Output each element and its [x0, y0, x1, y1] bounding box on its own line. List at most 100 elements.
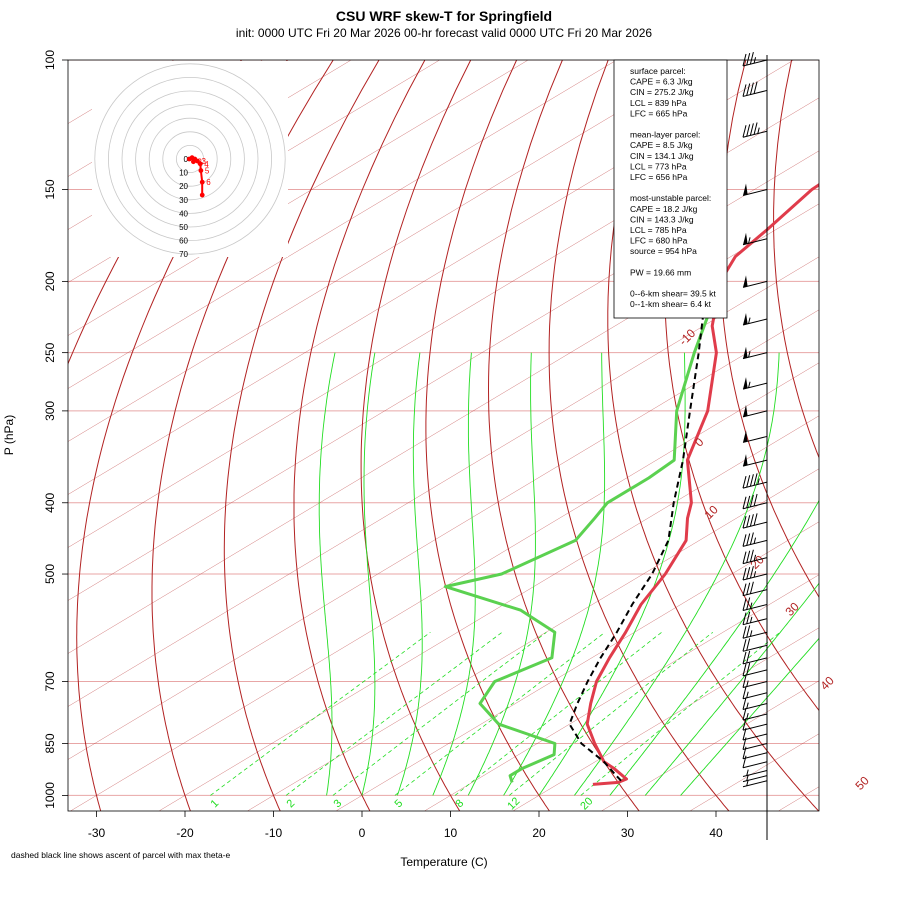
wind-barb-flag: [746, 566, 751, 580]
wind-barb-flag: [753, 122, 758, 135]
series-temperature-line: [585, 183, 819, 786]
y-tick-label: 300: [43, 401, 57, 421]
isotherm-line: [158, 415, 819, 811]
plot-frame: [67, 59, 820, 812]
wind-barb: [742, 650, 768, 665]
x-tick-label: -10: [265, 826, 283, 840]
wind-barb-flag: [753, 473, 758, 486]
wind-barb: [742, 697, 768, 711]
wind-barb-flag: [742, 125, 747, 138]
isotherm-line: [601, 680, 819, 811]
stats-line: LFC = 665 hPa: [630, 108, 688, 118]
wind-barb-half-flag: [757, 127, 760, 134]
moist-adiabat: [574, 352, 780, 796]
wind-barb-flag: [742, 84, 747, 97]
y-axis-label: P (hPa): [2, 415, 16, 455]
hodograph-ring-label: 20: [179, 182, 188, 191]
wind-barb-shaft: [742, 681, 768, 688]
stats-line: 0--6-km shear= 39.5 kt: [630, 289, 716, 299]
wind-barb-shaft: [742, 703, 768, 711]
wind-barb-half-flag: [746, 702, 749, 709]
wind-barb-flag: [746, 124, 751, 137]
isotherm-label: -10: [676, 326, 698, 348]
wind-barb-flag: [749, 494, 754, 508]
wind-barb-half-flag: [748, 317, 751, 324]
wind-barb-flag: [742, 697, 747, 710]
hodograph-ring-label: 40: [179, 209, 188, 218]
stats-line: most-unstable parcel:: [630, 193, 711, 203]
moist-adiabat: [538, 352, 686, 796]
dry-adiabat: [360, 60, 472, 811]
moist-adiabat: [503, 352, 606, 796]
wind-barb-flag: [742, 675, 747, 688]
moist-adiabat: [644, 582, 819, 796]
wind-barb-pennant: [743, 377, 748, 390]
y-tick-label: 500: [43, 564, 57, 584]
wind-barb-flag: [742, 476, 747, 489]
wind-barb-flag: [742, 496, 747, 509]
dry-adiabat: [425, 60, 550, 811]
wind-barb-shaft: [742, 382, 768, 390]
wind-barb-flag: [742, 639, 747, 652]
wind-barb-flag: [742, 516, 747, 529]
wind-barb-half-flag: [757, 478, 760, 485]
wind-barb-half-flag: [746, 680, 749, 687]
hodograph-point: [199, 179, 205, 185]
mixing-ratio-line: [210, 631, 431, 796]
hodograph-ring: [94, 63, 286, 255]
wind-barb-shaft: [742, 280, 768, 288]
stats-line: mean-layer parcel:: [630, 130, 700, 140]
wind-barb-shaft: [742, 631, 768, 639]
wind-barb-half-flag: [749, 616, 753, 623]
moist-adiabat: [396, 352, 423, 796]
wind-barb-shaft: [742, 318, 768, 326]
wind-barb-flag: [749, 532, 754, 545]
hodograph-ring: [148, 117, 232, 201]
hodograph-ring: [108, 77, 272, 241]
wind-barb: [742, 122, 768, 138]
dry-adiabat: [664, 60, 819, 712]
hodograph-point-label: 4: [204, 160, 209, 169]
isotherm-line: [68, 309, 819, 760]
series-parcel-line: [568, 75, 712, 782]
hodograph: 01020304050607023456: [92, 61, 288, 259]
dry-adiabat: [151, 60, 334, 811]
wind-barb-flag: [753, 493, 758, 507]
hodograph-point: [197, 161, 203, 167]
mixing-ratio-label: 12: [505, 795, 522, 812]
wind-barb-flag: [749, 52, 754, 65]
wind-barb-flag: [746, 638, 751, 651]
dry-adiabat: [876, 60, 900, 811]
wind-barb-flag: [742, 551, 747, 564]
wind-barb: [742, 404, 768, 418]
mixing-ratio-line: [285, 631, 503, 796]
wind-barb-flag: [749, 581, 754, 594]
isotherm-line: [68, 60, 529, 336]
wind-barb-flag: [742, 53, 747, 67]
wind-barb: [742, 183, 768, 196]
wind-barb-shaft: [742, 435, 768, 443]
x-tick-label: 0: [359, 826, 366, 840]
wind-barb-shaft: [742, 692, 768, 700]
wind-barb: [742, 718, 768, 731]
x-tick-label: 10: [444, 826, 458, 840]
isotherm-line: [778, 786, 819, 811]
dry-adiabat: [293, 60, 426, 811]
wind-barb-flag: [746, 515, 751, 528]
wind-barb-flag: [746, 550, 751, 563]
wind-barb: [742, 662, 768, 677]
stats-line: source = 954 hPa: [630, 246, 697, 256]
wind-barb: [742, 686, 768, 700]
stats-line: LFC = 656 hPa: [630, 172, 688, 182]
wind-barb-half-flag: [753, 57, 757, 64]
wind-barb-half-flag: [753, 537, 757, 544]
isotherm-line: [512, 627, 819, 811]
wind-barb-shaft: [742, 775, 768, 783]
mixing-ratio-label: 8: [453, 797, 466, 810]
wind-barb-flag: [742, 567, 747, 581]
hodograph-ring: [162, 131, 218, 187]
y-tick-label: 400: [43, 492, 57, 512]
wind-barb-pennant: [743, 232, 748, 245]
wind-barb-flag: [746, 662, 751, 676]
wind-barb-shaft: [742, 618, 768, 626]
